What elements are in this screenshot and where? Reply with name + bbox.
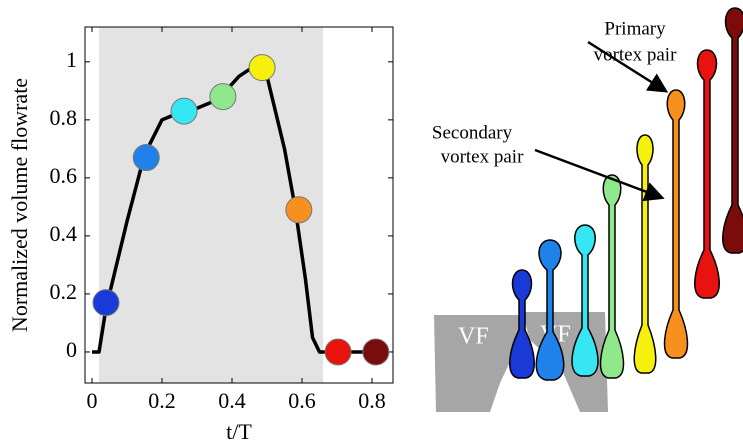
valve-leaflet [434,315,520,412]
shaded-region [99,27,323,383]
x-tick-label: 0 [87,388,98,413]
plot: 0 0.2 0.4 0.6 0.8 0 0.2 0.4 0.6 0.8 1 t/T Normalized… [7,26,394,444]
x-tick-label: 0.4 [218,388,246,413]
y-tick-label: 0.2 [50,279,78,304]
vortex-plume [633,134,657,374]
valve-label: VF [458,324,489,350]
vortex-plume [694,49,720,299]
vortex-diagram: VF VF [434,7,743,412]
y-tick-label: 1 [66,47,77,72]
marker [132,144,160,172]
vortex-plume [599,174,625,379]
marker [209,83,237,111]
y-axis-label: Normalized volume flowrate [7,78,32,332]
marker [362,338,390,366]
marker [170,97,198,125]
x-tick-label: 0.8 [358,388,386,413]
y-tick-label: 0.6 [50,163,78,188]
arrow [587,40,669,93]
x-axis-label: t/T [226,419,252,444]
y-tick-label: 0.4 [50,221,78,246]
y-tick-label: 0.8 [50,105,78,130]
marker [324,338,352,366]
x-tick-label: 0.6 [288,388,316,413]
marker [248,54,276,82]
arrow [534,148,665,202]
y-tick-label: 0 [66,337,77,362]
annotation: Primary [604,18,666,39]
vortex-plume [535,239,565,381]
vortex-plume [571,224,599,377]
axes-frame [84,26,394,384]
annotation: vortex pair [441,146,525,167]
marker [92,289,120,317]
vortex-plume [509,269,535,379]
annotation: Secondary [432,122,513,143]
vortex-plume [663,89,689,359]
marker [285,196,313,224]
x-tick-label: 0.2 [148,388,176,413]
vortex-plume [722,7,743,254]
